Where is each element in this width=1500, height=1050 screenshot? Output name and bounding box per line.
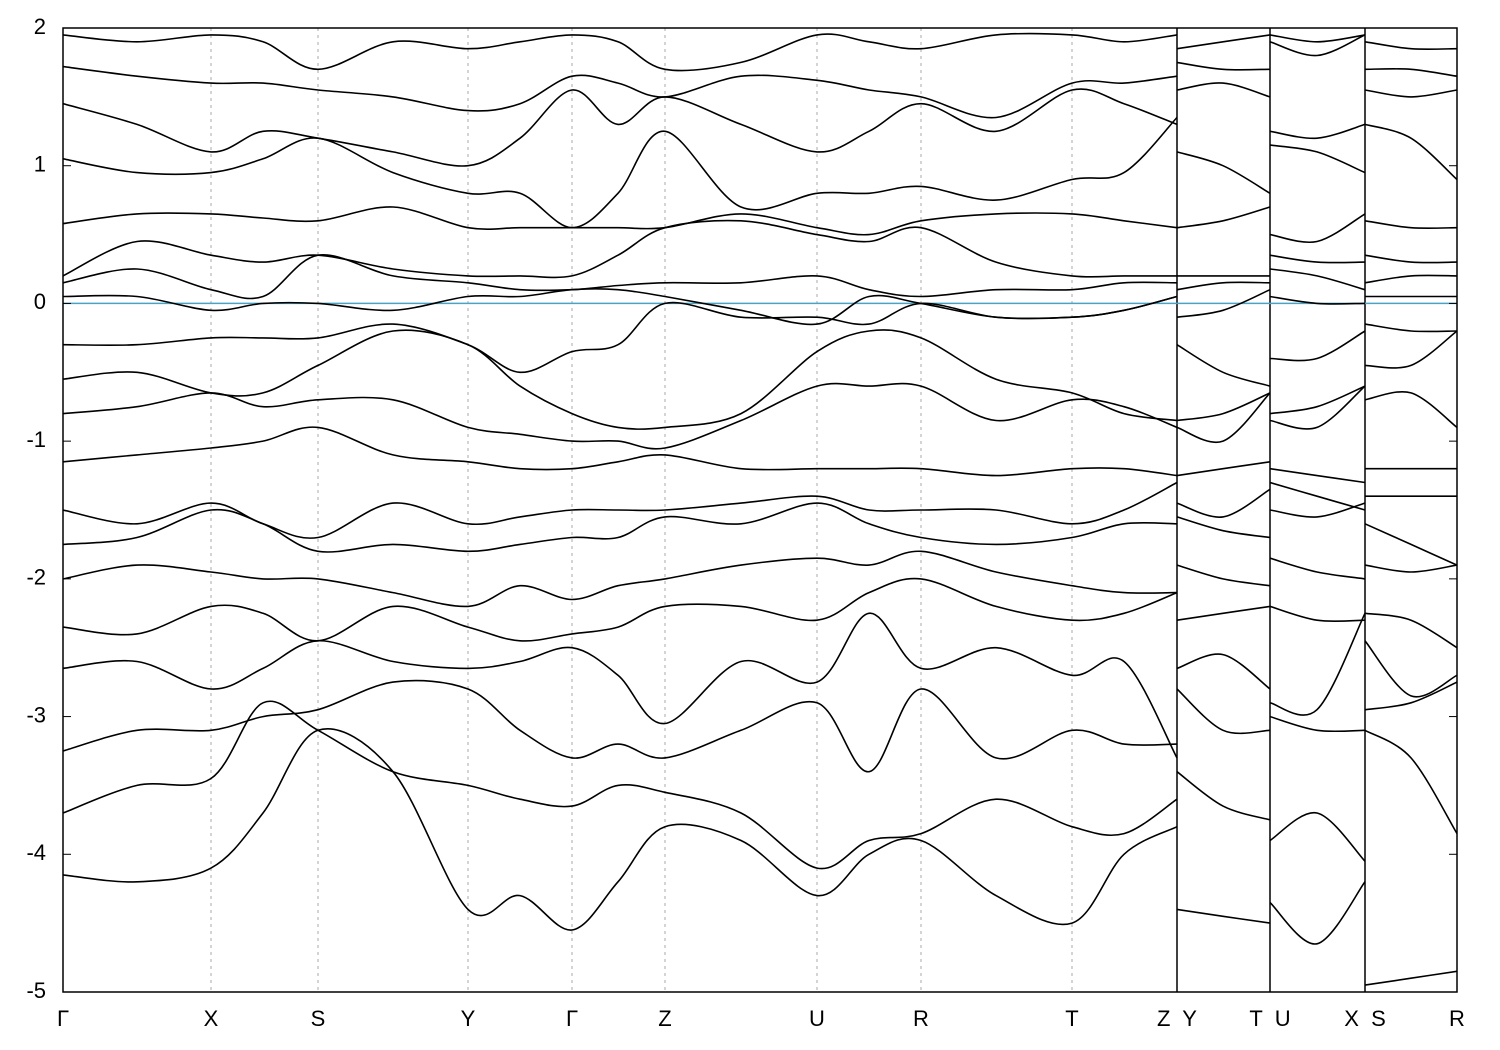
x-tick-label: Γ [566, 1006, 578, 1031]
band [63, 550, 1457, 608]
x-tick-label: X S [1344, 1006, 1386, 1031]
band [63, 254, 1457, 300]
band [63, 700, 1457, 870]
y-tick-label: 2 [34, 14, 46, 39]
band [63, 612, 1457, 759]
x-tick-label: U [809, 1006, 825, 1031]
y-tick-label: 0 [34, 289, 46, 314]
x-tick-label: T U [1249, 1006, 1290, 1031]
band [63, 728, 1457, 986]
x-tick-label: X [204, 1006, 219, 1031]
band [63, 382, 1457, 450]
band [63, 288, 1457, 326]
y-tick-label: -4 [26, 840, 46, 865]
band [63, 219, 1457, 279]
y-tick-label: -1 [26, 427, 46, 452]
x-tick-label: Y [461, 1006, 476, 1031]
x-tick-label: R [913, 1006, 929, 1031]
band [63, 502, 1457, 566]
x-tick-label: Z [658, 1006, 671, 1031]
band [63, 295, 1457, 387]
y-tick-label: -3 [26, 702, 46, 727]
y-tick-label: -5 [26, 978, 46, 1003]
x-tick-label: Γ [57, 1006, 69, 1031]
x-tick-label: S [311, 1006, 326, 1031]
y-tick-label: -2 [26, 565, 46, 590]
band [63, 426, 1457, 484]
x-tick-label: T [1065, 1006, 1078, 1031]
x-tick-label: Z Y [1157, 1006, 1197, 1031]
band [63, 116, 1457, 229]
band [63, 32, 1457, 72]
band [63, 329, 1457, 430]
x-tick-label: R [1449, 1006, 1465, 1031]
band [63, 82, 1457, 167]
band [63, 34, 1457, 119]
plot-frame [62, 27, 1458, 993]
band [63, 679, 1457, 773]
band [63, 577, 1457, 649]
y-tick-label: 1 [34, 152, 46, 177]
band [63, 206, 1457, 244]
labels-layer: 2 1 0 -1 -2 -3 -4 -5 Γ X S Y Γ Z U R T Z Y T U X S R [26, 14, 1465, 1031]
bands-layer [63, 32, 1457, 986]
band [63, 481, 1457, 539]
grid-layer [63, 28, 1457, 992]
